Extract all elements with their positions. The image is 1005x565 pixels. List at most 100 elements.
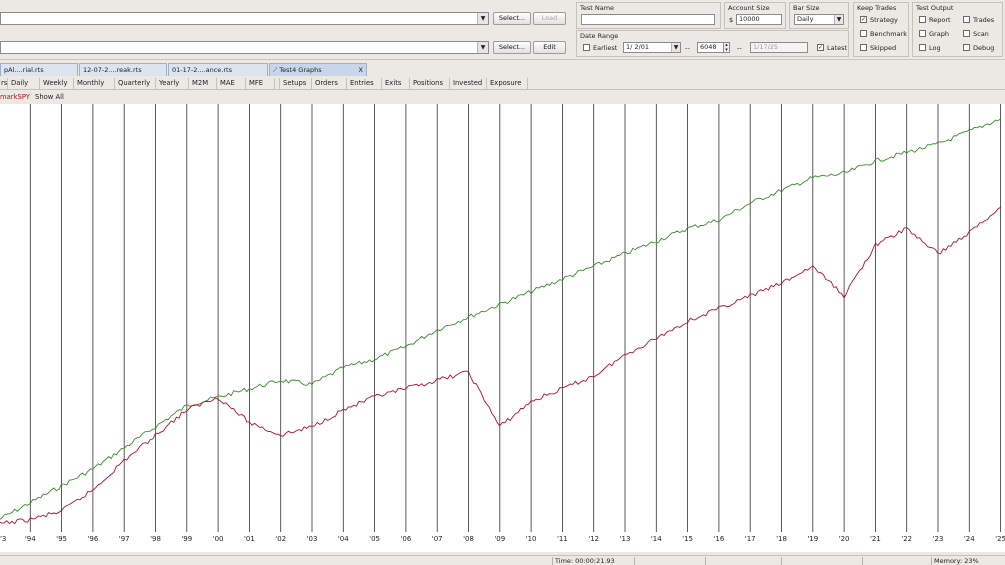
file-tab-1[interactable]: pAl....rial.rts [0,63,78,76]
view-tab-1[interactable]: Daily [8,78,40,90]
status-cell [781,557,861,565]
x-tick-label: '99 [181,535,192,543]
data-file-combo[interactable]: ▼ [0,41,489,54]
view-tab-9[interactable]: Setups [279,78,312,90]
x-tick-label: '16 [713,535,724,543]
x-tick-label: '04 [338,535,349,543]
x-tick-label: '25 [995,535,1005,543]
range-separator-2: -- [737,44,742,52]
log-label: Log [929,44,941,52]
benchmark-checkbox[interactable] [860,30,867,37]
view-tab-12[interactable]: Exits [382,78,410,90]
x-tick-label: '10 [526,535,537,543]
file-tab-label: 01-17-2....ance.rts [172,66,232,74]
select-data-button[interactable]: Select... [493,41,531,54]
latest-checkbox[interactable]: ✓ [817,44,824,51]
x-tick-label: '24 [964,535,975,543]
view-tab-7[interactable]: MAE [217,78,246,90]
elapsed-time: Time: 00:00:21.93 [552,557,633,565]
x-tick-label: '98 [150,535,161,543]
top-toolbar: ▼ Select... Load ▼ Select... Edit Test N… [0,0,1005,60]
test-name-group: Test Name [576,2,721,29]
view-tab-6[interactable]: M2M [189,78,217,90]
file-tab-3[interactable]: 01-17-2....ance.rts [168,63,268,76]
x-tick-label: '15 [682,535,693,543]
view-tab-10[interactable]: Orders [312,78,347,90]
edit-button[interactable]: Edit [533,41,566,54]
skipped-checkbox[interactable] [860,44,867,51]
file-tab-4[interactable]: ⟋ Test4 Graphs X [269,63,367,76]
view-tab-0[interactable]: rs [0,78,8,90]
status-cell [634,557,704,565]
graph-checkbox[interactable] [919,30,926,37]
status-cell [705,557,780,565]
bar-size-select[interactable]: Daily ▼ [794,14,844,25]
view-tab-15[interactable]: Exposure [487,78,528,90]
debug-checkbox[interactable] [963,44,970,51]
account-size-input[interactable]: 10000 [736,14,782,25]
view-tab-11[interactable]: Entries [347,78,382,90]
trades-label: Trades [973,16,995,24]
scan-checkbox[interactable] [963,30,970,37]
bar-size-group: Bar Size Daily ▼ [789,2,849,29]
benchmark-series-label[interactable]: markSPY [0,93,30,101]
report-checkbox[interactable] [919,16,926,23]
x-tick-label: '18 [776,535,787,543]
spinner-icon[interactable]: ▴ ▾ [723,42,730,53]
test-name-title: Test Name [580,4,615,12]
chevron-down-icon[interactable]: ▼ [477,42,488,53]
x-tick-label: '09 [494,535,505,543]
view-tab-2[interactable]: Weekly [40,78,74,90]
test-output-group: Test Output Report Trades Graph Scan Log… [912,2,1003,57]
account-size-title: Account Size [728,4,770,12]
equity-chart-svg: '3 '94 '95 '96 '97 '98 '99 '00 '01 '02 '03 '04 '05 '0… [0,104,1005,543]
skipped-label: Skipped [870,44,897,52]
chevron-down-icon[interactable]: ▼ [671,43,680,52]
strategy-equity-line [0,118,1001,520]
file-tab-label: pAl....rial.rts [4,66,44,74]
view-tab-5[interactable]: Yearly [156,78,189,90]
test-name-input[interactable] [581,14,715,25]
date-range-title: Date Range [580,32,619,40]
trades-checkbox[interactable] [963,16,970,23]
x-tick-label: '01 [244,535,255,543]
strategy-checkbox[interactable]: ✓ [860,16,867,23]
file-tab-2[interactable]: 12-07-2....reak.rts [79,63,167,76]
view-tab-4[interactable]: Quarterly [115,78,156,90]
currency-symbol: $ [729,16,734,24]
chevron-down-icon[interactable]: ▼ [834,15,843,24]
strategy-file-combo[interactable]: ▼ [0,12,489,25]
earliest-label: Earliest [593,44,618,52]
view-tab-13[interactable]: Positions [410,78,450,90]
keep-trades-group: Keep Trades ✓ Strategy Benchmark Skipped [853,2,909,57]
log-checkbox[interactable] [919,44,926,51]
strategy-label: Strategy [870,16,898,24]
close-icon[interactable]: X [358,66,363,74]
view-tab-3[interactable]: Monthly [74,78,115,90]
load-button[interactable]: Load [533,12,566,25]
start-date-picker[interactable]: 1/ 2/01 ▼ [623,42,681,53]
x-tick-label: '95 [56,535,67,543]
chart-icon: ⟋ [273,67,278,74]
scan-label: Scan [973,30,989,38]
x-tick-label: '08 [463,535,474,543]
x-tick-label: '3 [0,535,6,543]
view-tab-14[interactable]: Invested [450,78,487,90]
x-tick-label: '02 [275,535,286,543]
view-tab-8[interactable]: MFE [246,78,275,90]
x-tick-label: '22 [901,535,912,543]
account-size-group: Account Size $ 10000 [724,2,786,29]
earliest-checkbox[interactable] [583,44,590,51]
status-cell [862,557,930,565]
x-tick-label: '96 [87,535,98,543]
show-all-link[interactable]: Show All [35,93,64,101]
benchmark-equity-line [0,206,1001,525]
end-date-picker[interactable]: 1/17/25 [750,42,808,53]
graph-label: Graph [929,30,949,38]
view-tab-strip: rs Daily Weekly Monthly Quarterly Yearly M2M MA… [0,77,1005,90]
equity-chart[interactable]: '3 '94 '95 '96 '97 '98 '99 '00 '01 '02 '03 '04 '05 '0… [0,104,1005,552]
chevron-down-icon[interactable]: ▼ [477,13,488,24]
select-strategy-button[interactable]: Select... [493,12,531,25]
x-tick-label: '13 [620,535,631,543]
status-cell [0,557,551,565]
